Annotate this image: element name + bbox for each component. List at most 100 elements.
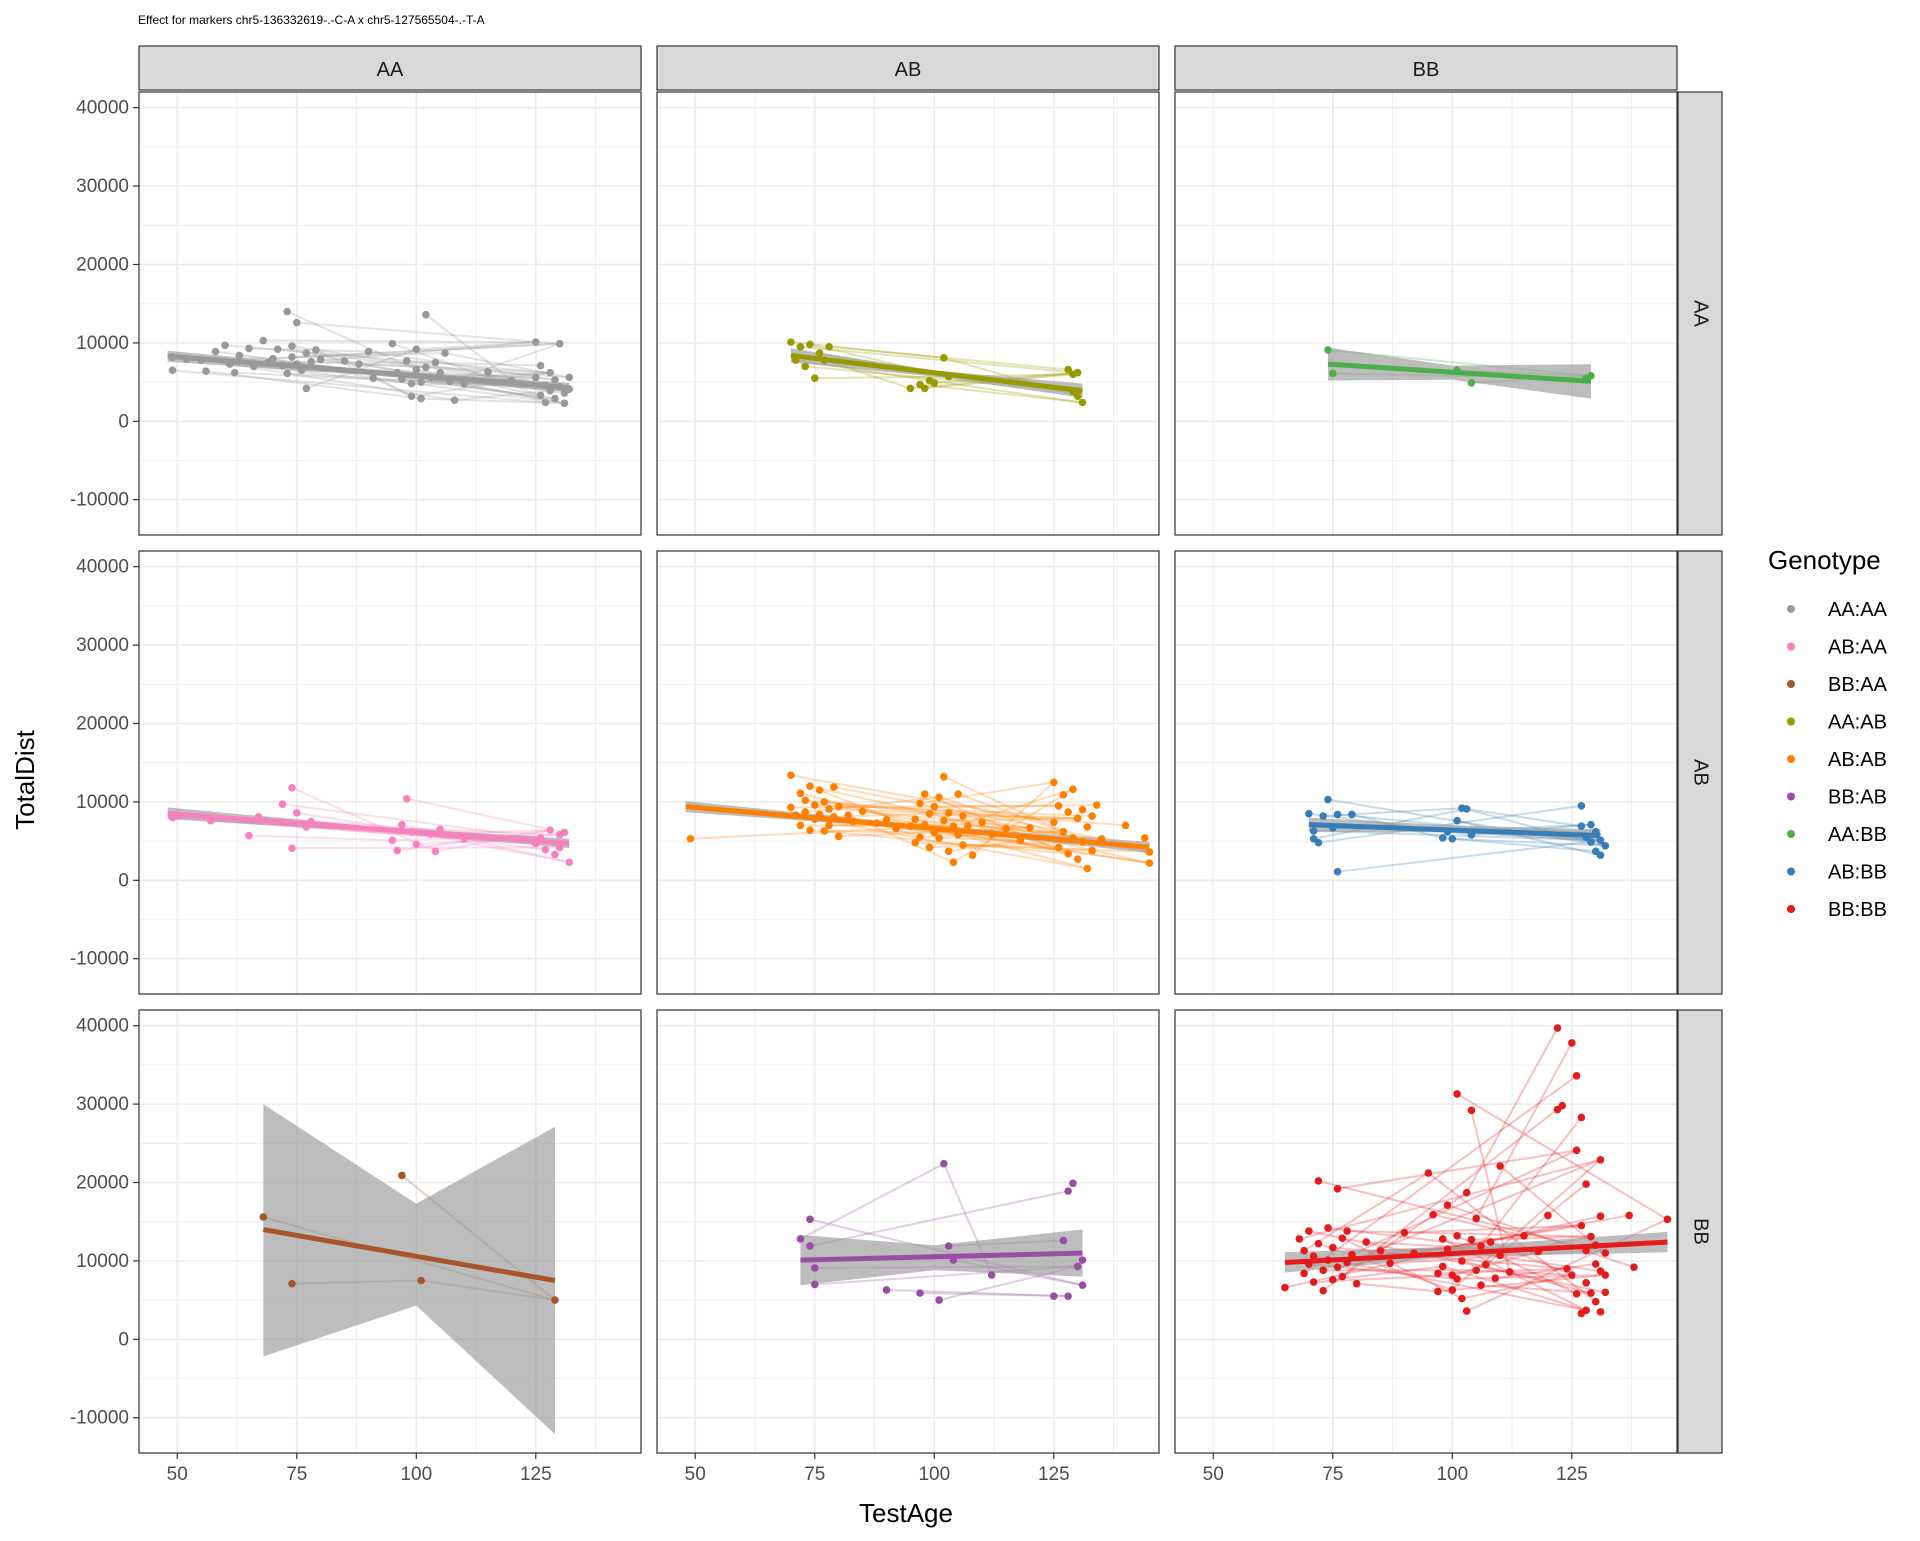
data-point: [1601, 842, 1610, 850]
data-point: [791, 811, 800, 820]
subject-trajectory: [814, 804, 1093, 818]
data-point: [806, 782, 814, 791]
panel-background: [139, 92, 641, 535]
legend-label: BB:AB: [1828, 787, 1887, 809]
panel-data: [259, 1104, 559, 1435]
data-point: [484, 368, 492, 376]
data-point: [1577, 822, 1586, 831]
data-point: [1069, 834, 1077, 842]
y-tick-label: 0: [118, 1329, 129, 1350]
panel-aa-aa: -10000 0 10000 20000 30000 40000: [70, 91, 642, 536]
regression-line: [167, 811, 570, 846]
regression-line: [1308, 822, 1601, 839]
data-point: [1544, 1211, 1552, 1220]
subject-trajectory: [967, 825, 1030, 829]
data-point: [316, 355, 325, 364]
subject-trajectory: [253, 341, 536, 368]
subject-trajectory: [1432, 1213, 1525, 1237]
data-point: [1002, 824, 1010, 833]
data-point: [1467, 379, 1476, 387]
data-point: [1319, 1286, 1328, 1295]
data-point: [460, 834, 468, 843]
data-point: [532, 373, 540, 382]
subject-trajectory: [962, 815, 1078, 820]
data-point: [536, 834, 545, 842]
data-point: [815, 786, 824, 794]
strip-label: AB: [1690, 759, 1712, 786]
data-point: [1462, 805, 1471, 813]
data-point: [791, 356, 800, 364]
grid: [1175, 551, 1677, 994]
data-point: [1026, 823, 1034, 832]
x-tick-label: 100: [918, 1464, 950, 1485]
subject-trajectory: [824, 800, 1126, 827]
data-point: [292, 809, 301, 817]
data-point: [1309, 1278, 1318, 1286]
subject-trajectory: [1308, 1230, 1606, 1294]
panel-background: [139, 551, 641, 994]
y-tick-label: 30000: [76, 1094, 129, 1115]
data-point: [1591, 1297, 1600, 1306]
data-point: [787, 803, 795, 812]
subject-trajectory: [838, 805, 954, 828]
subject-trajectory: [1404, 1224, 1582, 1234]
subject-trajectory: [948, 839, 1021, 853]
y-axis: -10000 0 10000 20000 30000 40000: [70, 98, 139, 511]
data-point: [849, 817, 857, 826]
subject-trajectory: [205, 370, 422, 400]
x-axis: 50 75 100 125: [685, 1453, 1070, 1485]
panel-border: [1174, 91, 1678, 536]
data-point: [426, 830, 435, 838]
data-point: [935, 834, 943, 842]
y-tick-label: 10000: [76, 333, 129, 354]
data-point: [1348, 810, 1356, 819]
chart-title: Effect for markers chr5-136332619-.-C-A …: [138, 13, 485, 27]
subject-trajectory: [425, 313, 513, 382]
data-point: [944, 809, 953, 817]
data-point: [1467, 1106, 1476, 1115]
data-point: [787, 771, 795, 780]
data-point: [940, 1159, 948, 1168]
data-point: [954, 790, 962, 798]
legend-title: Genotype: [1768, 545, 1881, 575]
strip-box: [138, 45, 642, 91]
data-point: [1582, 1279, 1590, 1287]
data-point: [1400, 1228, 1409, 1237]
data-point: [555, 339, 564, 348]
subject-trajectory: [1437, 1274, 1606, 1293]
data-point: [532, 338, 540, 346]
x-tick-label: 75: [804, 1464, 825, 1485]
data-point: [1462, 1307, 1471, 1315]
data-point: [1458, 1257, 1466, 1265]
subject-trajectory: [1299, 1158, 1601, 1240]
regression-line: [262, 1227, 556, 1283]
legend-label: AA:AB: [1828, 712, 1887, 734]
data-point: [1140, 834, 1149, 842]
strip-label: AA: [377, 59, 404, 81]
regression-line: [167, 353, 570, 391]
data-point: [1073, 814, 1082, 823]
grid: [657, 551, 1159, 994]
data-point: [882, 816, 891, 824]
data-point: [820, 827, 829, 835]
data-point: [546, 368, 554, 377]
panel-ab-ab: [656, 550, 1160, 995]
legend-key: [1787, 792, 1795, 801]
data-point: [806, 340, 814, 349]
data-point: [930, 828, 939, 837]
y-axis: -10000 0 10000 20000 30000 40000: [70, 557, 139, 970]
data-point: [686, 834, 695, 843]
data-point: [407, 827, 416, 836]
subject-trajectory: [1437, 1267, 1568, 1275]
data-point: [551, 850, 559, 859]
data-point: [1343, 1227, 1351, 1235]
data-point: [1572, 1146, 1581, 1155]
subject-trajectory: [1341, 1237, 1463, 1300]
y-tick-label: 10000: [76, 792, 129, 813]
y-tick-label: 20000: [76, 1172, 129, 1193]
data-point: [1050, 778, 1058, 787]
data-point: [1328, 823, 1337, 832]
data-point: [551, 375, 559, 384]
subject-trajectory: [809, 1190, 1069, 1247]
data-point: [1295, 1235, 1304, 1243]
